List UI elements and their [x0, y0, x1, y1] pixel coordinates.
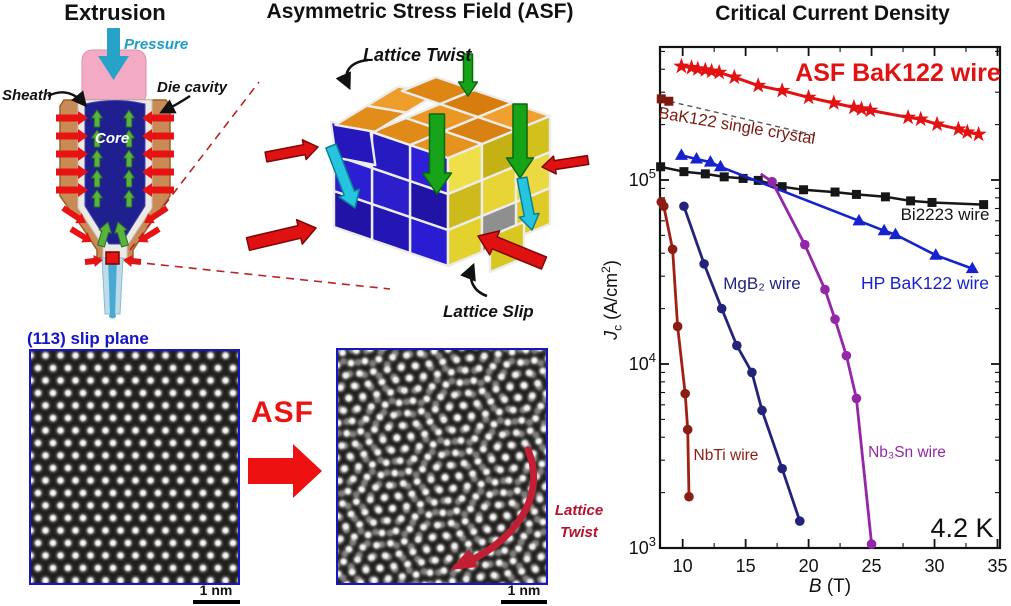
pressure-label: Pressure — [124, 36, 189, 53]
svg-text:105: 105 — [629, 166, 656, 190]
svg-text:35: 35 — [987, 556, 1007, 576]
extrusion-diagram — [47, 28, 191, 319]
lattice-slip-label: Lattice Slip — [443, 302, 534, 321]
svg-text:ASF BaK122 wire: ASF BaK122 wire — [795, 59, 1001, 87]
svg-text:4.2 K: 4.2 K — [930, 513, 993, 543]
lattice-cube — [329, 75, 552, 274]
svg-text:15: 15 — [736, 556, 756, 576]
extrusion-title: Extrusion — [64, 0, 166, 25]
die-cavity-label: Die cavity — [157, 79, 228, 96]
y-axis-label: Jc (A/cm2) — [599, 260, 625, 340]
svg-text:B (T): B (T) — [809, 576, 851, 597]
tem-image-before — [29, 349, 240, 585]
slip-plane-label: (113) slip plane — [27, 329, 149, 348]
chart-title: Critical Current Density — [715, 2, 950, 25]
lattice-slip-pointer-arrow — [460, 262, 488, 298]
svg-text:HP BaK122 wire: HP BaK122 wire — [861, 273, 989, 293]
scale-bar-label-right: 1 nm — [507, 582, 541, 598]
svg-text:20: 20 — [799, 556, 819, 576]
atomic-lattice-pattern — [31, 351, 238, 583]
scale-bar-label-left: 1 nm — [199, 582, 233, 598]
cube-stress-arrows — [245, 53, 590, 270]
scale-bar-right — [501, 600, 547, 604]
jc-vs-b-chart: 10 15 20 25 30 35 103 104 105 B (T) BaK122 single … — [629, 45, 1007, 597]
die-cavity-pointer-arrow — [159, 95, 191, 114]
svg-text:Bi2223 wire: Bi2223 wire — [901, 205, 990, 224]
svg-text:MgB₂ wire: MgB₂ wire — [723, 274, 800, 293]
sheath-label: Sheath — [2, 87, 53, 104]
lattice-twist-label: Lattice Twist — [363, 45, 472, 65]
scale-bar-left — [193, 600, 240, 604]
svg-text:10: 10 — [673, 556, 693, 576]
svg-text:30: 30 — [925, 556, 945, 576]
svg-text:BaK122 single crystal: BaK122 single crystal — [657, 104, 816, 148]
svg-text:104: 104 — [629, 350, 656, 374]
twisted-lattice-pattern-overlay — [338, 350, 546, 583]
asf-arrow-label: ASF — [251, 396, 314, 429]
sheath-pointer-arrow — [47, 90, 87, 108]
stress-hotspot-marker — [105, 251, 120, 265]
core-label: Core — [95, 130, 130, 147]
zoom-link-lines — [129, 81, 391, 290]
asf-title: Asymmetric Stress Field (ASF) — [266, 0, 574, 23]
tem-lattice-twist-label: Lattice Twist — [554, 502, 604, 541]
svg-text:25: 25 — [862, 556, 882, 576]
svg-text:Nb₃Sn wire: Nb₃Sn wire — [868, 444, 946, 461]
svg-text:103: 103 — [629, 534, 656, 558]
svg-text:NbTi wire: NbTi wire — [694, 447, 759, 464]
tem-image-after — [336, 348, 548, 585]
asf-transform-arrow-icon — [248, 444, 322, 498]
